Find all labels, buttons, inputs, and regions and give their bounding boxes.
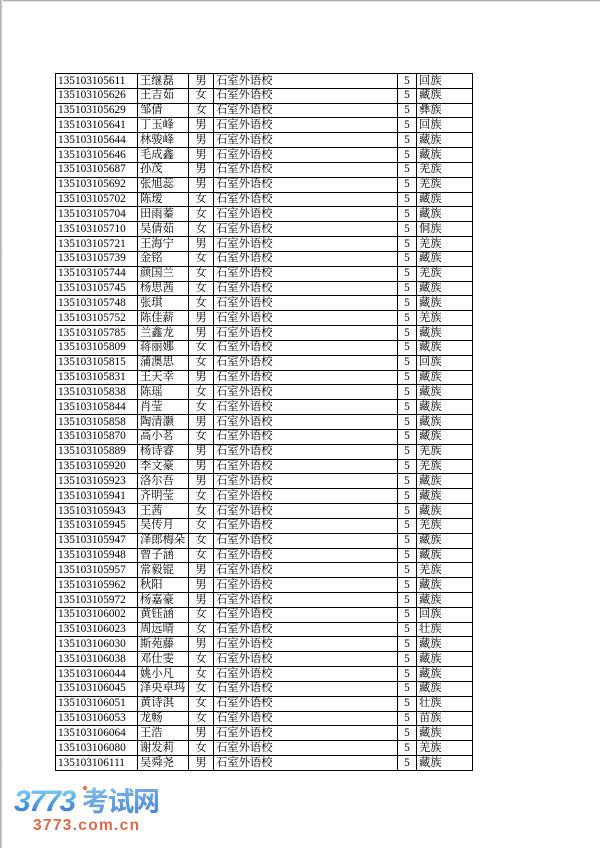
svg-text:考试网: 考试网 — [82, 782, 159, 819]
svg-text:3773: 3773 — [14, 785, 77, 818]
svg-text:3773.com.cn: 3773.com.cn — [33, 817, 140, 832]
